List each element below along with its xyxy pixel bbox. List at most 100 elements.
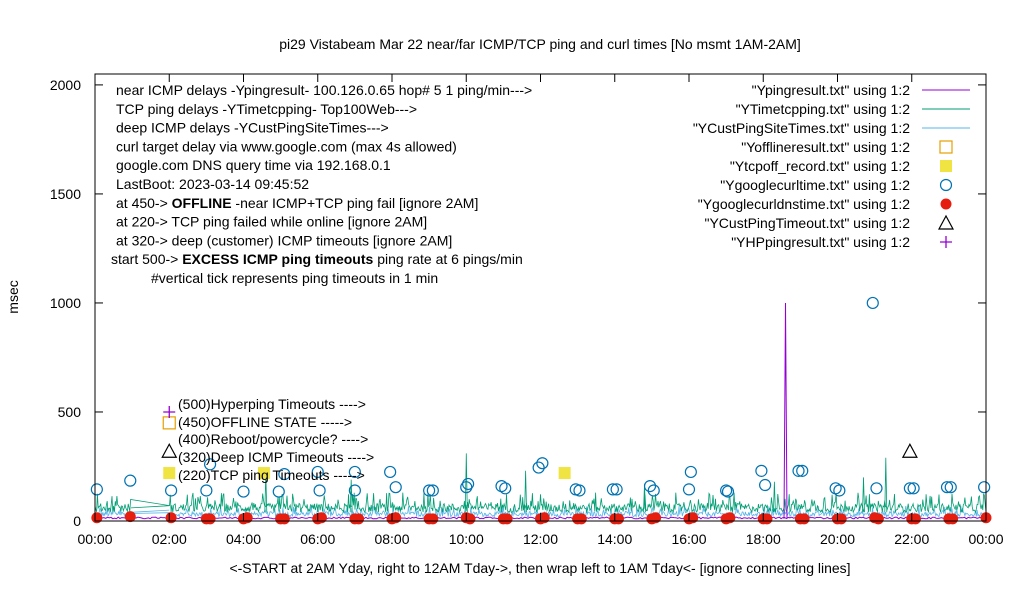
x-tick-label: 00:00	[968, 531, 1003, 547]
legend-marker-swatch	[940, 236, 952, 248]
curl-time-point	[278, 468, 291, 481]
curl-time-point	[348, 484, 361, 497]
legend-marker-swatch	[937, 214, 955, 230]
cust-timeout-point	[901, 442, 918, 458]
curl-time-point	[903, 482, 916, 495]
dns-time-point	[650, 512, 662, 524]
legend-label: "Ypingresult.txt" using 1:2	[752, 82, 911, 98]
x-tick-label: 18:00	[746, 531, 781, 547]
y-tick-label: 500	[58, 404, 82, 420]
legend-marker-swatch	[939, 140, 953, 154]
curl-time-point	[573, 484, 586, 497]
curl-time-point	[423, 484, 436, 497]
curl-time-point	[610, 483, 623, 496]
x-tick-label: 12:00	[523, 531, 558, 547]
dns-time-point	[835, 513, 847, 525]
dns-time-point	[798, 513, 810, 525]
curl-time-point	[684, 465, 697, 479]
axes: 0 500 1000 1500 2000 00:00 02:00 04:00 06:00 08:0…	[50, 73, 1004, 547]
dns-time-point	[538, 512, 550, 524]
info-line: google.com DNS query time via 192.168.0.…	[116, 157, 391, 173]
tcpoff-point	[163, 467, 176, 480]
dns-time-point	[353, 513, 365, 525]
curl-time-point	[606, 483, 619, 496]
dns-time-point	[204, 513, 216, 525]
legend-marker-swatch	[939, 178, 953, 192]
x-axis-label: <-START at 2AM Yday, right to 12AM Tday-…	[229, 560, 850, 576]
dns-time-point	[124, 511, 136, 523]
curl-time-point	[833, 484, 846, 497]
curl-time-point	[759, 478, 772, 492]
curl-time-point	[866, 296, 879, 310]
y-tick-label: 1000	[50, 295, 81, 311]
dns-time-point	[575, 513, 587, 525]
dns-time-point	[761, 513, 773, 525]
dns-time-point	[909, 513, 921, 525]
dns-time-point	[91, 512, 103, 524]
marker-label: (220)TCP ping Timeouts ----->	[178, 467, 365, 483]
x-tick-label: 20:00	[820, 531, 855, 547]
curl-time-point	[532, 461, 545, 474]
info-line: #vertical tick represents ping timeouts …	[151, 270, 438, 286]
dns-time-point	[612, 513, 624, 525]
dns-time-point	[724, 512, 736, 524]
curl-time-point	[165, 484, 178, 497]
x-tick-label: 14:00	[597, 531, 632, 547]
legend-label: "YHPpingresult.txt" using 1:2	[731, 234, 910, 250]
curl-time-point	[940, 481, 954, 494]
dns-time-point	[947, 513, 959, 525]
curl-time-point	[200, 484, 213, 497]
curl-time-point	[462, 477, 475, 491]
curl-time-point	[907, 482, 920, 495]
curl-time-point	[870, 482, 883, 495]
x-tick-label: 16:00	[671, 531, 706, 547]
curl-time-point	[721, 485, 735, 498]
chart-title: pi29 Vistabeam Mar 22 near/far ICMP/TCP …	[279, 36, 801, 52]
legend-label: "Ygooglecurldnstime.txt" using 1:2	[698, 196, 910, 212]
y-axis-label: msec	[5, 280, 21, 313]
x-tick-label: 08:00	[374, 531, 409, 547]
offline-point	[162, 416, 176, 430]
curl-time-point	[720, 484, 733, 497]
curl-time-point	[682, 483, 696, 496]
curl-time-point	[384, 465, 397, 479]
curl-time-point	[978, 481, 991, 494]
info-line: deep ICMP delays -YCustPingSiteTimes--->	[116, 120, 389, 136]
curl-time-point	[796, 464, 809, 477]
curl-time-point	[237, 485, 250, 498]
curl-time-point	[203, 458, 217, 471]
info-line: curl target delay via www.google.com (ma…	[116, 138, 457, 154]
dns-time-point	[427, 513, 439, 525]
legend-label: "YTimetcpping.txt" using 1:2	[736, 101, 911, 117]
info-line: at 450-> OFFLINE -near ICMP+TCP ping fai…	[116, 195, 478, 211]
tcpoff-point	[257, 467, 270, 480]
hyperping-point	[163, 405, 176, 418]
legend-label: "Ygooglecurltime.txt" using 1:2	[720, 177, 910, 193]
info-line: at 220-> TCP ping failed while online [i…	[116, 214, 427, 230]
cust-timeout-point	[161, 442, 178, 458]
y-tick-label: 0	[73, 513, 81, 529]
legend: "Ypingresult.txt" using 1:2 "YTimetcpping…	[693, 82, 970, 250]
legend-label: "Ytcpoff_record.txt" using 1:2	[730, 158, 910, 174]
x-tick-label: 06:00	[300, 531, 335, 547]
x-tick-label: 02:00	[152, 531, 187, 547]
curl-time-point	[272, 485, 285, 498]
curl-time-point	[348, 465, 361, 479]
curl-time-point	[313, 484, 326, 497]
info-line: near ICMP delays -Ypingresult- 100.126.0…	[116, 82, 532, 98]
marker-label: (400)Reboot/powercycle? ---->	[178, 431, 368, 447]
curl-time-point	[460, 481, 473, 494]
curl-time-point	[536, 457, 549, 470]
curl-time-point	[499, 482, 512, 495]
curl-time-point	[792, 464, 805, 477]
legend-label: "YCustPingSiteTimes.txt" using 1:2	[693, 120, 910, 136]
y-tick-label: 2000	[50, 77, 81, 93]
curl-time-point	[311, 465, 324, 479]
curl-time-point	[90, 483, 103, 496]
dns-time-point	[241, 512, 253, 524]
curl-time-point	[755, 464, 768, 477]
curl-time-point	[389, 481, 402, 494]
curl-time-point	[426, 484, 439, 497]
x-tick-label: 10:00	[449, 531, 484, 547]
